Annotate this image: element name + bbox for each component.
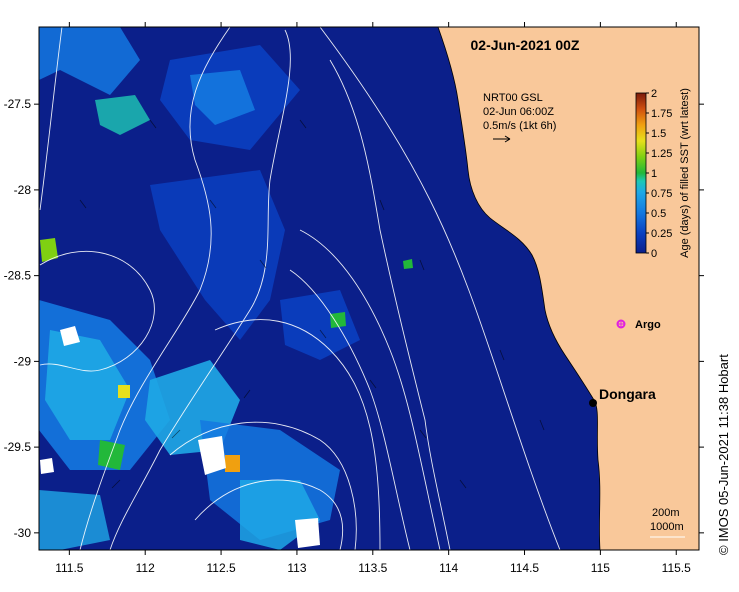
contour-line-2 <box>79 27 231 550</box>
argo-float: Argo <box>616 319 661 331</box>
current-vector <box>459 479 467 489</box>
x-tick-label: 115 <box>591 561 610 575</box>
colorbar-tick-label: 1.5 <box>651 128 666 140</box>
depth-legend-200m: 200m <box>652 507 680 519</box>
y-tick-label: -28 <box>14 183 32 197</box>
current-vector <box>369 379 377 389</box>
x-tick-label: 112.5 <box>206 561 235 575</box>
current-vector <box>539 419 545 431</box>
current-vectors <box>79 119 545 489</box>
credit-text: © IMOS 05-Jun-2021 11:38 Hobart <box>716 354 731 555</box>
map-title: 02-Jun-2021 00Z <box>471 37 580 53</box>
x-tick-label: 114.5 <box>510 561 539 575</box>
current-vector <box>111 479 121 489</box>
patch-north-light <box>190 70 255 125</box>
patch-yellow-1 <box>225 455 240 472</box>
contour-line-7 <box>319 27 561 550</box>
sst-age-patches <box>39 27 413 550</box>
x-axis: 111.5 112 112.5 113 113.5 114 114.5 115 115.5 <box>55 22 691 575</box>
current-legend-arrowhead <box>504 135 511 143</box>
patch-green-1 <box>98 440 125 470</box>
patch-green-3 <box>330 312 346 328</box>
contour-line-8 <box>329 59 451 550</box>
x-tick-label: 113.5 <box>358 561 387 575</box>
dongara-marker <box>589 399 597 407</box>
patch-southwest <box>39 490 110 550</box>
colorbar-title: Age (days) of filled SST (wrt latest) <box>679 88 691 258</box>
y-tick-label: -29.5 <box>4 440 32 454</box>
colorbar-tick-label: 1 <box>651 168 657 180</box>
contour-line-11 <box>214 319 381 550</box>
patch-white-4 <box>40 458 54 474</box>
patch-north-teal <box>95 95 150 135</box>
contour-line-10 <box>194 479 344 550</box>
patch-green-2 <box>40 238 58 262</box>
x-tick-label: 115.5 <box>662 561 691 575</box>
depth-legend-1000m: 1000m <box>650 521 684 533</box>
patch-white-1 <box>198 436 226 475</box>
map-plot-area <box>39 27 699 550</box>
current-legend-line3: 0.5m/s (1kt 6h) <box>483 120 556 132</box>
current-vector <box>243 389 251 399</box>
current-legend-line2: 02-Jun 06:00Z <box>483 106 554 118</box>
colorbar-ticks: 0 0.25 0.5 0.75 1 1.25 1.5 1.75 2 <box>646 88 672 260</box>
current-vector <box>419 259 425 271</box>
y-tick-label: -28.5 <box>4 269 32 283</box>
current-legend-line1: NRT00 GSL <box>483 92 543 104</box>
contour-line-1 <box>39 27 63 211</box>
current-vector <box>299 119 307 129</box>
current-vector <box>499 349 505 361</box>
plot-frame <box>38 26 700 551</box>
colorbar-tick-label: 0.5 <box>651 208 666 220</box>
colorbar: 0 0.25 0.5 0.75 1 1.25 1.5 1.75 2 Age (days) of … <box>635 88 691 260</box>
depth-legend: 200m 1000m <box>650 507 685 538</box>
patch-white-2 <box>60 326 80 346</box>
current-vector <box>319 329 327 339</box>
current-vector <box>259 259 267 269</box>
patch-green-4 <box>403 259 413 269</box>
y-tick-label: -30 <box>14 526 32 540</box>
colorbar-tick-label: 1.25 <box>651 148 672 160</box>
land-coastline <box>437 27 699 550</box>
current-vector <box>171 429 181 439</box>
colorbar-tick-label: 0.75 <box>651 188 672 200</box>
y-tick-label: -27.5 <box>4 97 32 111</box>
patch-west-cyan <box>45 330 130 440</box>
colorbar-tick-label: 0.25 <box>651 228 672 240</box>
argo-label: Argo <box>635 319 661 331</box>
colorbar-tick-label: 2 <box>651 88 657 100</box>
patch-northwest <box>39 27 140 95</box>
contour-line-9 <box>169 421 357 550</box>
contour-line-3 <box>39 251 155 372</box>
contour-lines <box>39 27 561 550</box>
dongara-station: Dongara <box>589 386 656 407</box>
y-tick-label: -29 <box>14 354 32 368</box>
current-vector <box>419 429 427 439</box>
current-vector <box>79 199 87 209</box>
y-axis: -27.5 -28 -28.5 -29 -29.5 -30 <box>4 97 704 540</box>
x-tick-label: 112 <box>136 561 155 575</box>
contour-line-6 <box>289 269 411 550</box>
x-tick-label: 113 <box>287 561 306 575</box>
contour-line-5 <box>299 229 441 550</box>
contour-line-4 <box>109 29 291 550</box>
current-vector <box>379 199 385 211</box>
colorbar-ramp <box>635 92 647 254</box>
x-tick-label: 114 <box>439 561 458 575</box>
patch-yellow-2 <box>118 385 130 398</box>
colorbar-tick-label: 0 <box>651 248 657 260</box>
current-legend: NRT00 GSL 02-Jun 06:00Z 0.5m/s (1kt 6h) <box>483 92 556 143</box>
patch-mid-east <box>280 290 360 360</box>
current-vector <box>149 119 157 129</box>
colorbar-tick-label: 1.75 <box>651 108 672 120</box>
dongara-label: Dongara <box>599 386 656 402</box>
patch-white-3 <box>295 518 320 548</box>
patch-ridge <box>150 170 285 340</box>
x-tick-label: 111.5 <box>55 561 84 575</box>
current-vector <box>209 199 217 209</box>
